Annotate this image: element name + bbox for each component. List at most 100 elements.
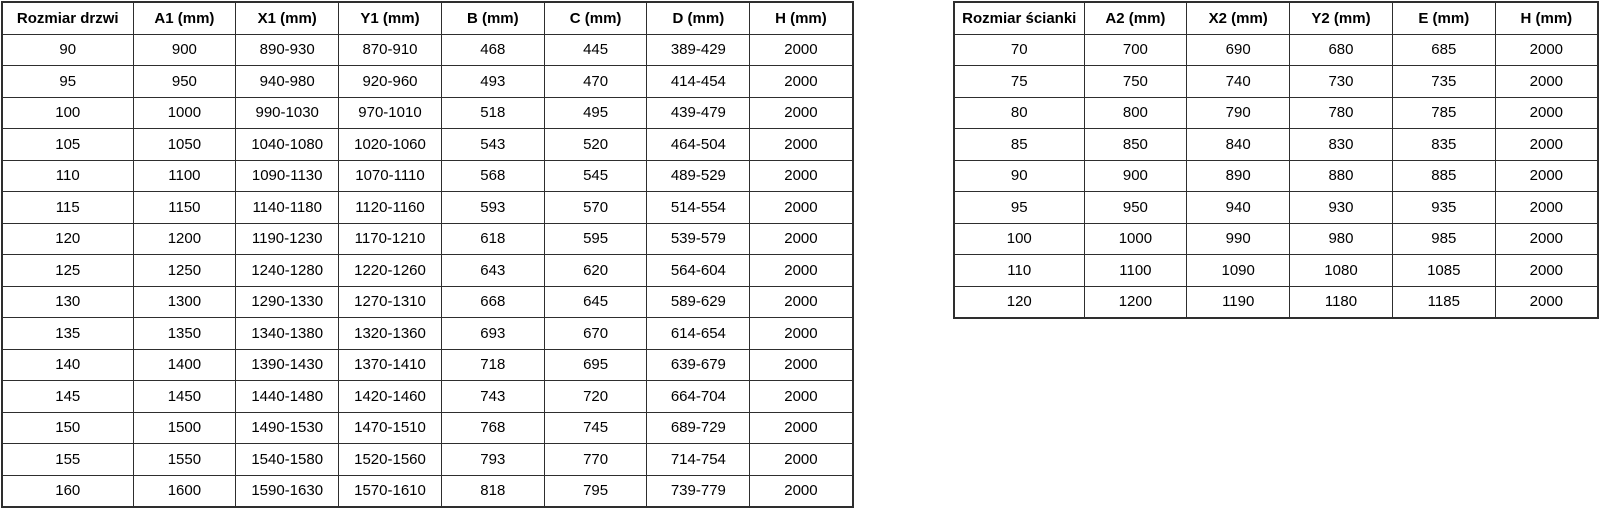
table-cell: 1290-1330 bbox=[235, 285, 340, 318]
table-cell: 1220-1260 bbox=[338, 254, 442, 287]
table-cell: 1000 bbox=[1083, 222, 1188, 255]
table-row: 90 900 890 880 885 2000 bbox=[953, 159, 1599, 192]
table-cell: 2000 bbox=[1494, 191, 1599, 224]
table-cell: 768 bbox=[440, 411, 545, 444]
table-cell: 830 bbox=[1289, 128, 1393, 161]
table-cell: 2000 bbox=[749, 348, 854, 381]
table-cell: 568 bbox=[440, 159, 545, 192]
table-cell: 990-1030 bbox=[235, 96, 340, 129]
table-cell: 389-429 bbox=[646, 33, 751, 66]
wall-panel-size-table-head: Rozmiar ścianki A2 (mm) X2 (mm) Y2 (mm) E (m… bbox=[953, 1, 1599, 35]
table-cell: 690 bbox=[1186, 33, 1291, 66]
table-cell: 680 bbox=[1289, 33, 1393, 66]
table-cell: 514-554 bbox=[646, 191, 751, 224]
wall-panel-size-table-body: 70 700 690 680 685 2000 75 750 740 730 735 2000 80 80… bbox=[953, 33, 1599, 319]
table-cell: 664-704 bbox=[646, 380, 751, 413]
table-cell: 940 bbox=[1186, 191, 1291, 224]
table-cell: 135 bbox=[1, 317, 134, 350]
table-row: 115 1150 1140-1180 1120-1160 593 570 514-554 20… bbox=[1, 191, 854, 224]
table-cell: 140 bbox=[1, 348, 134, 381]
table-cell: 1350 bbox=[132, 317, 237, 350]
table-cell: 1020-1060 bbox=[338, 128, 442, 161]
header-cell: C (mm) bbox=[543, 1, 648, 35]
table-cell: 2000 bbox=[749, 443, 854, 476]
table-cell: 1040-1080 bbox=[235, 128, 340, 161]
table-cell: 620 bbox=[543, 254, 648, 287]
table-row: 130 1300 1290-1330 1270-1310 668 645 589-629 20… bbox=[1, 285, 854, 318]
table-cell: 95 bbox=[1, 65, 134, 98]
table-cell: 2000 bbox=[749, 159, 854, 192]
table-cell: 1490-1530 bbox=[235, 411, 340, 444]
header-cell: E (mm) bbox=[1391, 1, 1496, 35]
table-cell: 95 bbox=[953, 191, 1085, 224]
table-cell: 1085 bbox=[1391, 254, 1496, 287]
table-row: 95 950 940 930 935 2000 bbox=[953, 191, 1599, 224]
table-row: 140 1400 1390-1430 1370-1410 718 695 639-679 20… bbox=[1, 348, 854, 381]
table-cell: 2000 bbox=[749, 191, 854, 224]
table-cell: 940-980 bbox=[235, 65, 340, 98]
table-cell: 160 bbox=[1, 474, 134, 508]
table-cell: 750 bbox=[1083, 65, 1188, 98]
table-cell: 1090-1130 bbox=[235, 159, 340, 192]
table-row: 145 1450 1440-1480 1420-1460 743 720 664-704 20… bbox=[1, 380, 854, 413]
table-row: 135 1350 1340-1380 1320-1360 693 670 614-654 20… bbox=[1, 317, 854, 350]
table-cell: 1500 bbox=[132, 411, 237, 444]
table-cell: 730 bbox=[1289, 65, 1393, 98]
table-row: 100 1000 990 980 985 2000 bbox=[953, 222, 1599, 255]
table-cell: 890 bbox=[1186, 159, 1291, 192]
table-row: 100 1000 990-1030 970-1010 518 495 439-479 2000 bbox=[1, 96, 854, 129]
table-cell: 1050 bbox=[132, 128, 237, 161]
table-cell: 770 bbox=[543, 443, 648, 476]
table-cell: 1370-1410 bbox=[338, 348, 442, 381]
table-cell: 2000 bbox=[749, 65, 854, 98]
table-cell: 643 bbox=[440, 254, 545, 287]
table-cell: 693 bbox=[440, 317, 545, 350]
table-cell: 493 bbox=[440, 65, 545, 98]
table-cell: 1600 bbox=[132, 474, 237, 508]
table-row: 160 1600 1590-1630 1570-1610 818 795 739-779 20… bbox=[1, 474, 854, 508]
table-cell: 1190 bbox=[1186, 285, 1291, 319]
table-cell: 880 bbox=[1289, 159, 1393, 192]
table-cell: 1300 bbox=[132, 285, 237, 318]
table-cell: 145 bbox=[1, 380, 134, 413]
table-cell: 689-729 bbox=[646, 411, 751, 444]
table-cell: 1000 bbox=[132, 96, 237, 129]
table-row: 95 950 940-980 920-960 493 470 414-454 2000 bbox=[1, 65, 854, 98]
table-cell: 2000 bbox=[749, 96, 854, 129]
table-cell: 850 bbox=[1083, 128, 1188, 161]
wall-panel-size-table: Rozmiar ścianki A2 (mm) X2 (mm) Y2 (mm) E (m… bbox=[953, 1, 1599, 319]
table-cell: 595 bbox=[543, 222, 648, 255]
table-cell: 468 bbox=[440, 33, 545, 66]
table-cell: 2000 bbox=[1494, 254, 1599, 287]
table-cell: 1400 bbox=[132, 348, 237, 381]
table-cell: 639-679 bbox=[646, 348, 751, 381]
table-cell: 670 bbox=[543, 317, 648, 350]
table-cell: 780 bbox=[1289, 96, 1393, 129]
table-cell: 593 bbox=[440, 191, 545, 224]
table-cell: 714-754 bbox=[646, 443, 751, 476]
table-cell: 1420-1460 bbox=[338, 380, 442, 413]
table-cell: 1140-1180 bbox=[235, 191, 340, 224]
header-cell: X1 (mm) bbox=[235, 1, 340, 35]
table-cell: 564-604 bbox=[646, 254, 751, 287]
table-cell: 1090 bbox=[1186, 254, 1291, 287]
table-cell: 1240-1280 bbox=[235, 254, 340, 287]
table-cell: 2000 bbox=[749, 33, 854, 66]
table-row: 105 1050 1040-1080 1020-1060 543 520 464-504 20… bbox=[1, 128, 854, 161]
table-cell: 80 bbox=[953, 96, 1085, 129]
table-cell: 739-779 bbox=[646, 474, 751, 508]
table-cell: 2000 bbox=[1494, 222, 1599, 255]
header-cell: Rozmiar ścianki bbox=[953, 1, 1085, 35]
table-cell: 1590-1630 bbox=[235, 474, 340, 508]
table-cell: 2000 bbox=[1494, 96, 1599, 129]
table-cell: 445 bbox=[543, 33, 648, 66]
table-cell: 110 bbox=[1, 159, 134, 192]
header-row: Rozmiar ścianki A2 (mm) X2 (mm) Y2 (mm) E (m… bbox=[953, 1, 1599, 35]
table-cell: 2000 bbox=[749, 474, 854, 508]
table-row: 75 750 740 730 735 2000 bbox=[953, 65, 1599, 98]
table-cell: 1320-1360 bbox=[338, 317, 442, 350]
table-cell: 155 bbox=[1, 443, 134, 476]
table-row: 120 1200 1190 1180 1185 2000 bbox=[953, 285, 1599, 319]
header-cell: A2 (mm) bbox=[1083, 1, 1188, 35]
table-cell: 735 bbox=[1391, 65, 1496, 98]
